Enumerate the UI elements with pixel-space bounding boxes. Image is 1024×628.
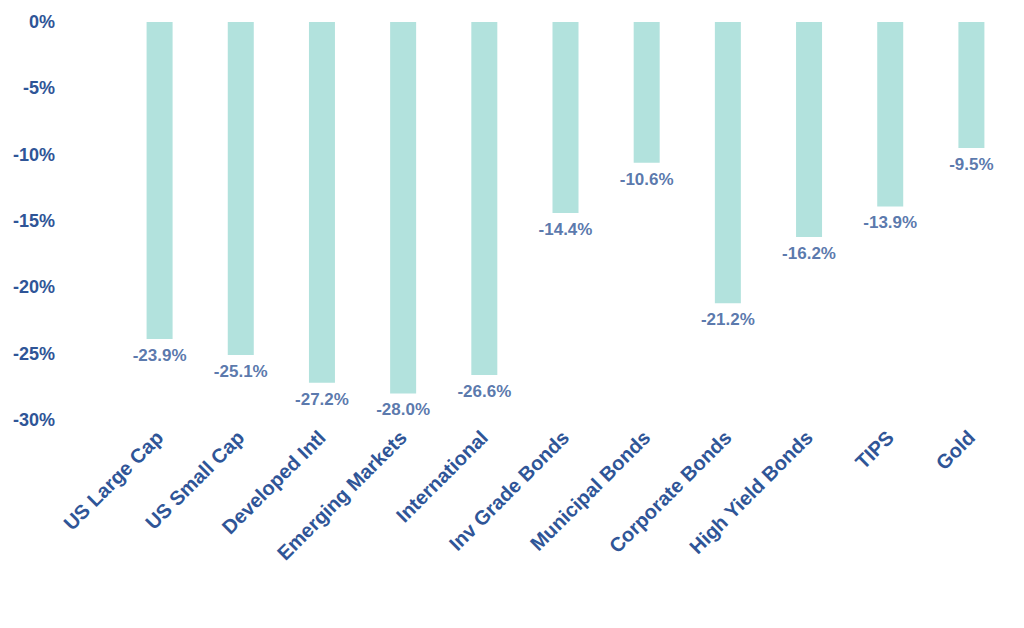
- svg-text:-14.4%: -14.4%: [539, 220, 593, 239]
- svg-text:-20%: -20%: [13, 277, 55, 297]
- svg-text:TIPS: TIPS: [851, 426, 898, 473]
- svg-text:-9.5%: -9.5%: [949, 155, 993, 174]
- svg-text:-25%: -25%: [13, 344, 55, 364]
- svg-text:Developed Intl: Developed Intl: [217, 426, 330, 539]
- svg-text:-30%: -30%: [13, 410, 55, 430]
- svg-text:Municipal Bonds: Municipal Bonds: [525, 426, 655, 555]
- svg-text:-26.6%: -26.6%: [457, 382, 511, 401]
- svg-text:-16.2%: -16.2%: [782, 244, 836, 263]
- svg-text:US Large Cap: US Large Cap: [59, 426, 168, 535]
- svg-text:-10.6%: -10.6%: [620, 170, 674, 189]
- svg-text:-28.0%: -28.0%: [376, 400, 430, 419]
- svg-text:Corporate Bonds: Corporate Bonds: [604, 426, 736, 558]
- svg-text:-13.9%: -13.9%: [863, 213, 917, 232]
- svg-text:-27.2%: -27.2%: [295, 390, 349, 409]
- svg-text:Gold: Gold: [931, 426, 979, 474]
- svg-text:-5%: -5%: [23, 78, 55, 98]
- svg-text:Emerging Markets: Emerging Markets: [273, 426, 411, 564]
- svg-text:High Yield Bonds: High Yield Bonds: [685, 426, 817, 558]
- svg-text:0%: 0%: [29, 12, 55, 32]
- svg-text:International: International: [391, 426, 493, 527]
- svg-text:-21.2%: -21.2%: [701, 310, 755, 329]
- svg-text:US Small Cap: US Small Cap: [141, 426, 249, 534]
- svg-text:Inv Grade Bonds: Inv Grade Bonds: [444, 426, 574, 555]
- svg-text:-25.1%: -25.1%: [214, 362, 268, 381]
- svg-text:-23.9%: -23.9%: [133, 346, 187, 365]
- svg-text:-15%: -15%: [13, 211, 55, 231]
- svg-text:-10%: -10%: [13, 145, 55, 165]
